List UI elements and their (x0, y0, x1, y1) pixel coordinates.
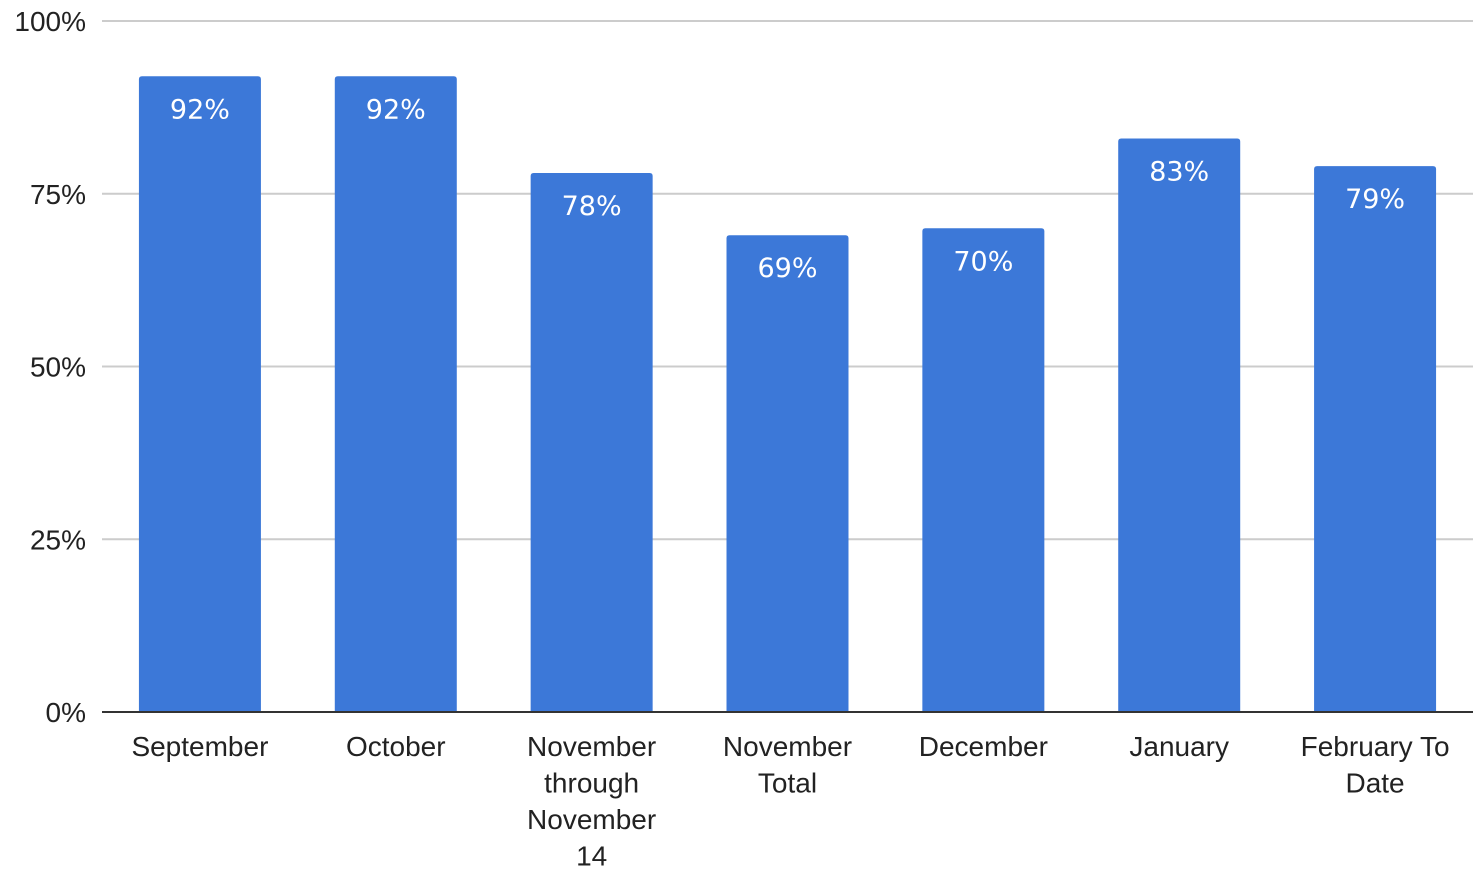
y-tick-label: 0% (46, 697, 86, 728)
x-category-label: January (1129, 731, 1229, 762)
bar-value-label: 69% (757, 253, 817, 284)
bar (1314, 166, 1437, 713)
x-category-label: November Total (723, 731, 852, 799)
x-category-label-line: through (544, 768, 639, 799)
y-tick-label: 75% (30, 179, 86, 210)
x-category-label-line: November (527, 804, 656, 835)
y-tick-label: 50% (30, 352, 86, 383)
x-category-label: December (919, 731, 1048, 762)
x-category-label: February To Date (1301, 731, 1450, 799)
y-axis-ticks: 0% 25% 50% 75% 100% (14, 6, 86, 728)
bar (726, 235, 849, 712)
x-category-label-line: 14 (576, 841, 607, 870)
x-category-label-line: January (1129, 731, 1229, 762)
x-category-label-line: Date (1345, 768, 1404, 799)
bar (334, 76, 457, 712)
x-category-label: October (346, 731, 446, 762)
bar-value-label: 92% (170, 94, 230, 125)
x-category-label-line: October (346, 731, 446, 762)
x-category-label: September (131, 731, 268, 762)
bar-value-label: 83% (1149, 156, 1209, 187)
x-category-label-line: December (919, 731, 1048, 762)
bar-value-label: 92% (366, 94, 426, 125)
x-category-label-line: November (527, 731, 656, 762)
bar (530, 173, 653, 712)
data-labels: 92% 92% 78% 69% 70% 83% 79% (170, 94, 1405, 284)
y-tick-label: 100% (14, 6, 86, 37)
bar (138, 76, 261, 712)
bars (138, 76, 1437, 713)
x-category-label-line: February To (1301, 731, 1450, 762)
x-category-label: November through November 14 (527, 731, 656, 870)
x-category-label-line: November (723, 731, 852, 762)
y-tick-label: 25% (30, 524, 86, 555)
bar-value-label: 70% (953, 246, 1013, 277)
bar-value-label: 79% (1345, 184, 1405, 215)
x-category-label-line: September (131, 731, 268, 762)
bar (1118, 138, 1241, 713)
x-axis-categories: September October November through November 1… (131, 731, 1449, 870)
bar-value-label: 78% (562, 191, 622, 222)
x-category-label-line: Total (758, 768, 817, 799)
bar (922, 228, 1045, 713)
